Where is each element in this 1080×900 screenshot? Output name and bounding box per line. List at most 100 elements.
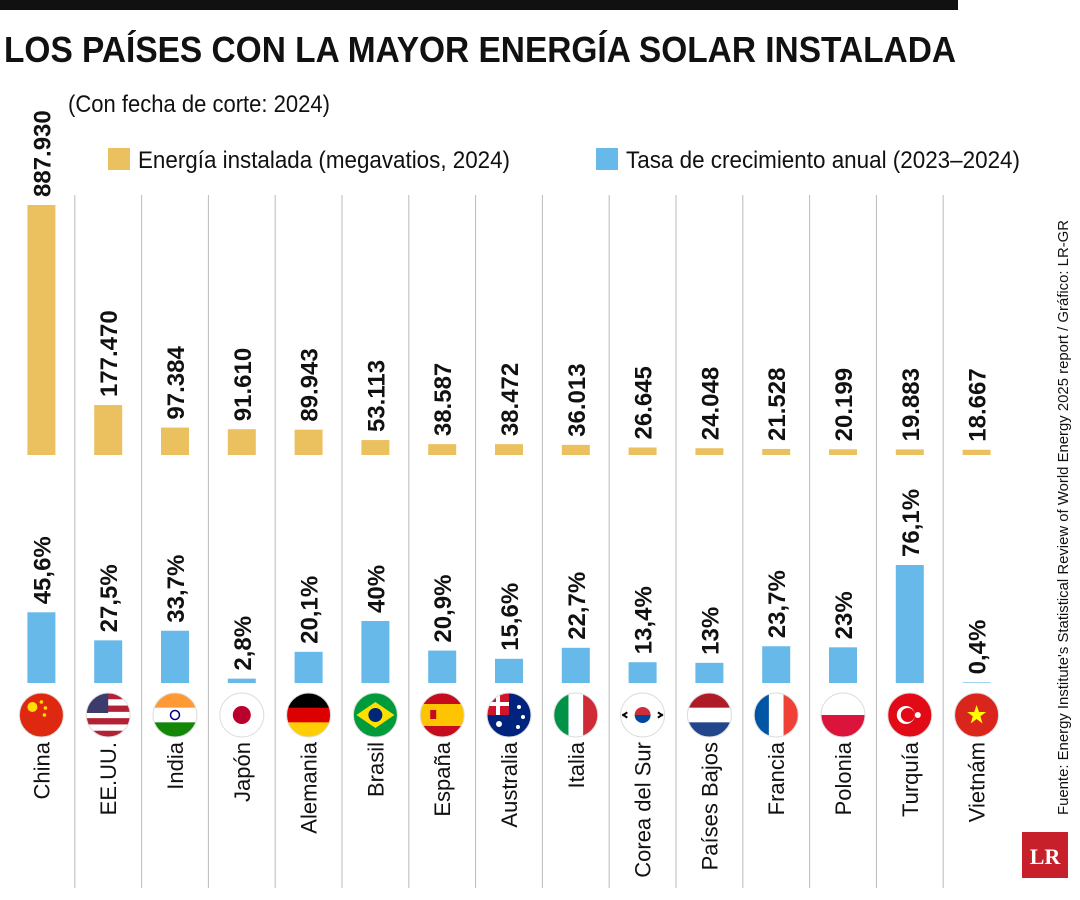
- x-tick-label: Japón: [230, 742, 255, 802]
- x-tick-label: Francia: [764, 741, 789, 815]
- energy-bar: [161, 427, 189, 455]
- flag-outline: [620, 692, 666, 738]
- flag-stripe: [286, 693, 331, 709]
- growth-value-label: 13,4%: [631, 586, 658, 654]
- flag: [620, 693, 665, 737]
- chart-subtitle: (Con fecha de corte: 2024): [68, 91, 330, 118]
- flag-outline: [419, 692, 465, 738]
- energy-value-label: 177.470: [96, 310, 123, 397]
- energy-value-label: 21.528: [764, 368, 791, 441]
- flag-outline: [286, 692, 332, 738]
- energy-bar: [94, 405, 123, 455]
- x-tick-label: Italia: [564, 741, 589, 788]
- growth-value-label: 20,9%: [430, 575, 457, 643]
- flag-stripe: [687, 693, 732, 709]
- energy-bar: [27, 205, 56, 455]
- flag-detail: [169, 709, 181, 721]
- flag-outline: [352, 692, 398, 738]
- flag-stripe: [420, 693, 465, 705]
- energy-value-label: 887.930: [29, 110, 56, 197]
- growth-bar: [227, 678, 256, 683]
- energy-value-label: 97.384: [163, 346, 190, 420]
- energy-value-label: 26.645: [631, 366, 658, 439]
- energy-bar: [962, 449, 991, 455]
- flag-stripe: [553, 693, 569, 737]
- energy-value-label: 38.472: [497, 363, 524, 436]
- legend-label: Energía instalada (megavatios, 2024): [138, 147, 510, 174]
- flag: [219, 693, 264, 737]
- growth-value-label: 33,7%: [163, 555, 190, 623]
- growth-bar: [361, 620, 390, 683]
- flag-outline: [219, 692, 265, 738]
- growth-value-label: 40%: [363, 565, 390, 613]
- energy-bar: [227, 429, 256, 455]
- growth-bar: [695, 662, 724, 683]
- flag-stripe: [754, 693, 770, 737]
- energy-value-label: 24.048: [697, 367, 724, 440]
- flag-outline: [753, 692, 799, 738]
- x-tick-label: Alemania: [297, 741, 322, 833]
- flag-stripe: [286, 707, 331, 723]
- flag-stripe: [568, 693, 584, 737]
- flag: [821, 693, 865, 737]
- flag: [153, 693, 197, 737]
- growth-value-label: 0,4%: [965, 620, 992, 675]
- flag: [420, 693, 465, 737]
- growth-value-label: 76,1%: [898, 489, 925, 557]
- flag-outline: [18, 692, 64, 738]
- growth-bar: [628, 662, 657, 683]
- flag-stripe: [821, 715, 865, 737]
- legend-swatch: [596, 148, 618, 170]
- logo: LR: [1030, 844, 1062, 869]
- logo-box: [1022, 832, 1068, 878]
- x-tick-label: Brasil: [363, 742, 388, 797]
- flag-detail: [900, 708, 915, 722]
- energy-value-label: 89.943: [297, 348, 324, 421]
- growth-bar: [829, 647, 857, 683]
- flag: [887, 693, 932, 737]
- flag: [487, 693, 531, 737]
- energy-bar: [561, 444, 590, 455]
- growth-value-label: 45,6%: [29, 536, 56, 604]
- flag-stripe: [420, 704, 465, 716]
- flag: [19, 693, 64, 737]
- flag: [286, 693, 331, 737]
- x-tick-label: Polonia: [831, 741, 856, 815]
- flag: [553, 693, 598, 737]
- growth-value-label: 23,7%: [764, 570, 791, 638]
- growth-bar: [428, 650, 457, 683]
- growth-bar: [294, 651, 323, 683]
- energy-bar: [628, 447, 657, 455]
- flag-detail: [657, 713, 664, 719]
- flag-detail: [634, 707, 651, 715]
- flag-outline: [954, 692, 1000, 738]
- flag-stripe: [420, 715, 465, 727]
- flag-stripe: [583, 693, 598, 737]
- flag-stripe: [286, 722, 331, 737]
- flag: [353, 693, 398, 737]
- flag-outline: [152, 692, 198, 738]
- energy-bar: [294, 429, 323, 455]
- chart-title: LOS PAÍSES CON LA MAYOR ENERGÍA SOLAR IN…: [4, 29, 956, 70]
- growth-value-label: 2,8%: [230, 616, 257, 671]
- flag-detail: [521, 715, 525, 719]
- energy-value-label: 18.667: [965, 368, 992, 441]
- flag-detail: [42, 713, 47, 717]
- flag-detail: [43, 706, 48, 710]
- energy-bar: [829, 449, 857, 455]
- energy-bar: [695, 448, 724, 455]
- energy-bar: [762, 448, 791, 455]
- flag-stripe: [86, 730, 131, 737]
- flag-stripe: [153, 693, 197, 709]
- flag-stripe: [821, 693, 865, 716]
- flag-detail: [967, 705, 987, 724]
- flag-stripe: [768, 693, 785, 737]
- x-tick-label: Turquía: [898, 741, 923, 817]
- flag-detail: [516, 725, 520, 729]
- flag-detail: [430, 710, 437, 719]
- energy-bar: [495, 444, 523, 455]
- flag-detail: [496, 721, 502, 727]
- flag-stripe: [783, 693, 799, 737]
- flag: [687, 693, 732, 737]
- flag-detail: [914, 712, 921, 718]
